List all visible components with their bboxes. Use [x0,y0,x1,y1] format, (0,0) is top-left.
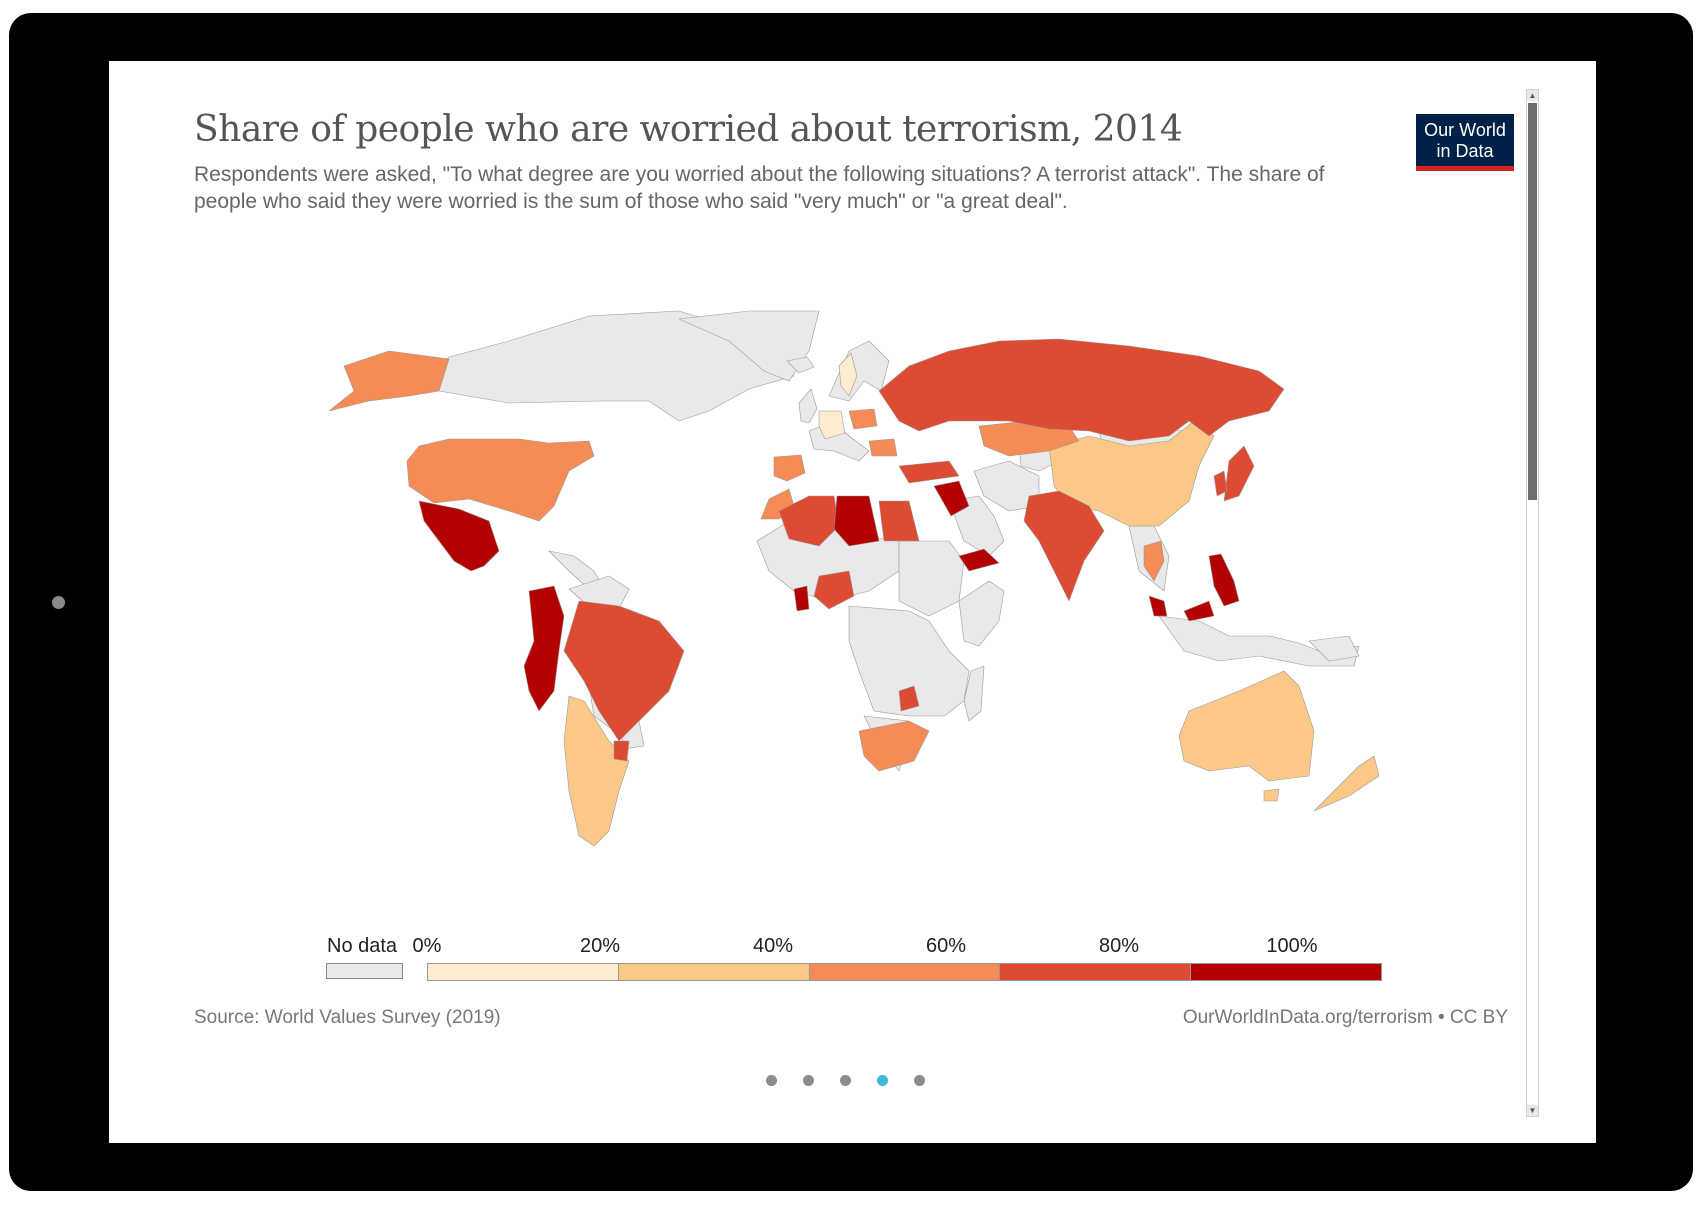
country-argentina-chile [563,695,630,847]
country-germany-netherlands [818,410,846,440]
legend-bin-60-80 [1000,964,1192,980]
country-thailand [1143,540,1165,582]
logo-line-1: Our World [1424,120,1506,140]
country-east-africa [958,580,1005,647]
country-canada [438,310,795,422]
legend-tick-0: 0% [412,935,442,957]
country-madagascar [963,665,985,722]
chart-subtitle: Respondents were asked, "To what degree … [194,163,1325,213]
country-usa [406,438,595,522]
country-brazil [563,600,685,742]
legend-tick-20: 20% [579,935,621,957]
country-malaysia [1148,595,1215,622]
world-map [328,310,1380,847]
camera-dot [52,596,65,609]
chart-screen: Share of people who are worried about te… [109,61,1596,1143]
country-iceland [786,356,815,374]
country-colombia-peru [523,585,565,712]
logo-line-2: in Data [1436,141,1494,161]
country-south-africa [858,720,930,772]
country-uk [798,388,818,424]
legend-no-data-label: No data [327,935,398,957]
owid-logo[interactable]: Our World in Data [1416,114,1514,171]
country-saudi-arabia [948,495,1005,557]
pager-dot-5[interactable] [914,1075,925,1086]
country-spain [773,454,806,482]
country-india-pakistan [1023,490,1105,602]
scroll-down-arrow-icon[interactable]: ▼ [1527,1105,1538,1116]
country-turkey [898,460,960,484]
scroll-up-arrow-icon[interactable]: ▲ [1527,90,1538,101]
pager-dot-4[interactable] [877,1075,888,1086]
legend-no-data-swatch [326,963,403,979]
country-russia [878,338,1285,442]
country-korea [1213,470,1228,497]
legend-bin-20-40 [618,964,810,980]
pager-dot-3[interactable] [840,1075,851,1086]
country-iraq [933,480,970,517]
country-papua [1308,635,1360,662]
country-new-zealand [1313,755,1380,812]
legend-tick-60: 60% [925,935,967,957]
country-mexico [418,500,500,572]
country-philippines [1208,553,1240,607]
country-sweden [838,352,858,397]
country-romania [868,438,898,457]
country-sudan-chad [898,540,965,617]
country-tasmania [1263,788,1280,802]
pager-dot-2[interactable] [803,1075,814,1086]
source-text: Source: World Values Survey (2019) [194,1007,501,1028]
country-egypt [878,500,920,542]
country-poland [848,408,878,430]
country-uruguay [613,740,630,762]
legend-bin-80-100 [1191,964,1381,980]
country-nigeria [813,570,855,610]
country-central-africa [848,605,970,717]
country-yemen [958,548,1000,572]
country-alaska [328,350,450,412]
legend-color-bar [427,963,1382,981]
legend-tick-80: 80% [1098,935,1140,957]
chart-title: Share of people who are worried about te… [194,109,1183,150]
legend-bin-40-60 [809,964,1001,980]
pager-dots [766,1075,966,1087]
country-indonesia [1158,615,1360,667]
country-ghana [793,585,810,612]
legend-tick-100: 100% [1266,935,1318,957]
country-zimbabwe [898,685,920,712]
vertical-scrollbar[interactable]: ▲ ▼ [1526,89,1539,1117]
scroll-thumb[interactable] [1528,103,1537,500]
legend-tick-40: 40% [752,935,794,957]
credit-link[interactable]: OurWorldInData.org/terrorism • CC BY [1182,1007,1508,1028]
legend-bin-0-20 [428,964,619,980]
country-australia [1178,670,1315,782]
pager-dot-1[interactable] [766,1075,777,1086]
country-libya [833,495,880,547]
country-japan [1223,445,1255,502]
